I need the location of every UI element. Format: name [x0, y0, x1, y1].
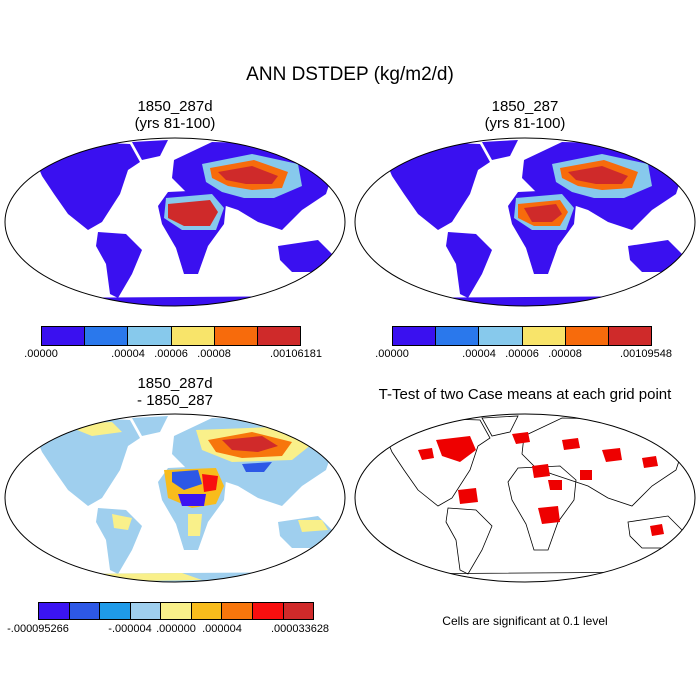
colorbar-tick-label: -.000095266 — [7, 623, 69, 635]
colorbar-swatch — [436, 327, 480, 345]
panel-title-ttest: T-Test of two Case means at each grid po… — [352, 386, 698, 403]
figure-title: ANN DSTDEP (kg/m2/d) — [246, 64, 454, 85]
colorbar-tick-label: .00000 — [24, 348, 58, 360]
colorbar-swatch — [161, 603, 192, 619]
significance-note: Cells are significant at 0.1 level — [442, 614, 608, 628]
colorbar-case1 — [41, 326, 301, 346]
panel-title-line2: (yrs 81-100) — [484, 115, 566, 132]
colorbar-swatch — [608, 327, 652, 345]
colorbar-tick-label: .00006 — [505, 348, 539, 360]
colorbar-swatch — [479, 327, 523, 345]
colorbar-tick-label: .00000 — [375, 348, 409, 360]
colorbar-swatch — [39, 603, 70, 619]
panel-title-line1: 1850_287d — [137, 375, 213, 392]
colorbar-difference — [38, 602, 314, 620]
colorbar-swatch — [128, 327, 172, 345]
panel-title-case2: 1850_287 (yrs 81-100) — [352, 98, 698, 132]
colorbar-swatch — [214, 327, 258, 345]
continents-case2 — [372, 140, 686, 306]
panel-title-line2: - 1850_287 — [137, 392, 213, 409]
colorbar-tick-label: .00004 — [462, 348, 496, 360]
panel-title-case1: 1850_287d (yrs 81-100) — [2, 98, 348, 132]
colorbar-swatch — [222, 603, 253, 619]
colorbar-tick-label: .000033628 — [270, 623, 330, 635]
colorbar-tick-label: .00004 — [111, 348, 145, 360]
colorbar-swatch — [85, 327, 129, 345]
colorbar-swatch — [393, 327, 437, 345]
colorbar-swatch — [100, 603, 131, 619]
panel-title-line2: (yrs 81-100) — [134, 115, 216, 132]
colorbar-tick-label: .00008 — [548, 348, 582, 360]
colorbar-case2 — [392, 326, 652, 346]
colorbar-tick-label: .00106181 — [270, 348, 322, 360]
colorbar-tick-label: .00008 — [197, 348, 231, 360]
panel-title-line1: 1850_287 — [491, 98, 559, 115]
significance-cells — [418, 432, 664, 536]
colorbar-swatch — [283, 603, 314, 619]
colorbar-swatch — [252, 603, 284, 619]
colorbar-tick-label: -.000004 — [108, 623, 152, 635]
panel-title-line1: T-Test of two Case means at each grid po… — [378, 386, 672, 403]
colorbar-swatch — [257, 327, 301, 345]
colorbar-swatch — [42, 327, 86, 345]
colorbar-tick-label: .00006 — [154, 348, 188, 360]
colorbar-swatch — [191, 603, 223, 619]
map-difference — [4, 413, 346, 583]
panel-title-difference: 1850_287d - 1850_287 — [2, 375, 348, 409]
colorbar-swatch — [69, 603, 101, 619]
panel-title-line1: 1850_287d — [137, 98, 213, 115]
colorbar-tick-label: .00109548 — [620, 348, 672, 360]
map-ttest — [354, 413, 696, 583]
map-case1 — [4, 137, 346, 307]
colorbar-tick-label: .000000 — [156, 623, 196, 635]
map-case2 — [354, 137, 696, 307]
colorbar-tick-label: .000004 — [202, 623, 242, 635]
colorbar-swatch — [130, 603, 162, 619]
colorbar-swatch — [565, 327, 609, 345]
colorbar-swatch — [522, 327, 566, 345]
colorbar-swatch — [171, 327, 215, 345]
